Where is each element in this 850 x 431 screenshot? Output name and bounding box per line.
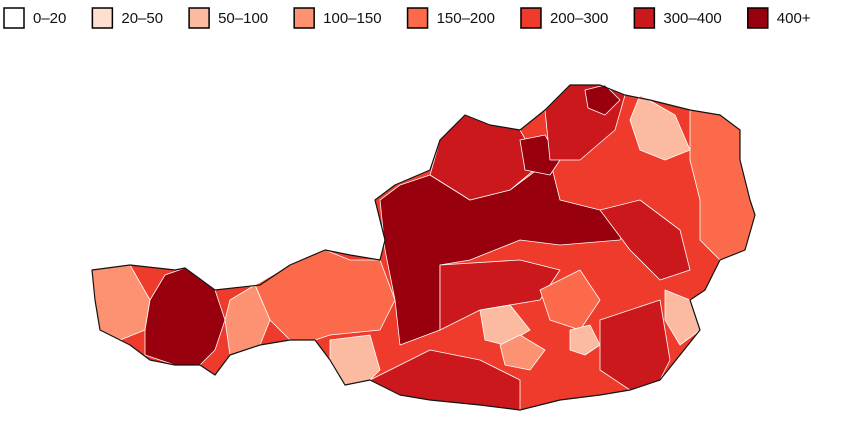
legend-label: 300–400	[663, 10, 721, 27]
country-outline	[91, 84, 756, 411]
legend-swatch	[188, 7, 210, 29]
district	[254, 249, 396, 341]
legend-label: 20–50	[121, 10, 163, 27]
legend-label: 50–100	[218, 10, 268, 27]
district	[439, 259, 561, 331]
legend-swatch	[91, 7, 114, 29]
district	[499, 334, 546, 371]
district	[599, 199, 691, 281]
legend-swatch	[406, 7, 429, 29]
legend-label: 200–300	[550, 10, 608, 27]
legend-swatch	[293, 7, 315, 29]
legend-label: 100–150	[323, 10, 381, 27]
legend-swatch	[520, 7, 542, 29]
legend-swatch	[633, 7, 656, 29]
legend-label: 400+	[777, 10, 811, 27]
district	[689, 109, 756, 261]
district	[629, 94, 691, 161]
legend-swatch	[747, 7, 769, 29]
legend-swatch	[3, 7, 25, 29]
district	[539, 269, 601, 331]
legend-label: 150–200	[437, 10, 495, 27]
district	[569, 324, 601, 356]
legend: 0–20 20–50 50–100 100–150 150–200 200–300 300–…	[3, 7, 811, 29]
map	[91, 84, 756, 411]
legend-label: 0–20	[33, 10, 66, 27]
district	[329, 334, 381, 386]
